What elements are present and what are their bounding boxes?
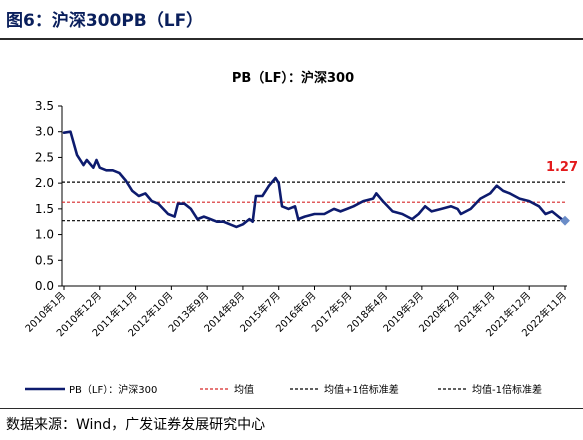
figure-title: 图6：沪深300PB（LF） [6, 11, 204, 31]
chart: PB（LF）：沪深300 0.0 0.5 1.0 1.5 2.0 2.5 3.0 3.5 20… [22, 70, 578, 396]
legend-item-pb: PB（LF）：沪深300 [25, 383, 157, 396]
legend: PB（LF）：沪深300 均值 均值+1倍标准差 均值-1倍标准差 [25, 383, 542, 396]
x-axis: 2010年1月2010年12月2011年11月2012年10月2013年9月20… [22, 285, 569, 339]
legend-label: PB（LF）：沪深300 [69, 383, 157, 396]
y-tick-label: 2.0 [35, 176, 54, 190]
last-value-label: 1.27 [546, 160, 578, 175]
legend-item-mean: 均值 [200, 383, 254, 396]
chart-title: PB（LF）：沪深300 [232, 70, 354, 86]
last-point-marker [560, 215, 570, 226]
legend-label: 均值 [234, 383, 254, 396]
y-tick-label: 0.5 [35, 253, 54, 267]
y-tick-label: 3.5 [35, 99, 54, 113]
legend-item-upper-band: 均值+1倍标准差 [290, 383, 399, 396]
y-tick-label: 3.0 [35, 125, 54, 139]
legend-label: 均值+1倍标准差 [324, 383, 399, 396]
legend-item-lower-band: 均值-1倍标准差 [438, 383, 542, 396]
y-tick-label: 2.5 [35, 150, 54, 164]
top-rule [0, 38, 583, 40]
pb-series-line [62, 130, 567, 229]
y-tick-label: 1.5 [35, 202, 54, 216]
reference-lines [62, 181, 567, 222]
bottom-rule [0, 408, 583, 409]
legend-label: 均值-1倍标准差 [472, 383, 542, 396]
y-axis: 0.0 0.5 1.0 1.5 2.0 2.5 3.0 3.5 [35, 99, 63, 293]
source-note: 数据来源：Wind，广发证券发展研究中心 [6, 417, 266, 433]
series-layer: 1.27 [62, 130, 578, 229]
y-tick-label: 1.0 [35, 228, 54, 242]
y-tick-label: 0.0 [35, 279, 54, 293]
